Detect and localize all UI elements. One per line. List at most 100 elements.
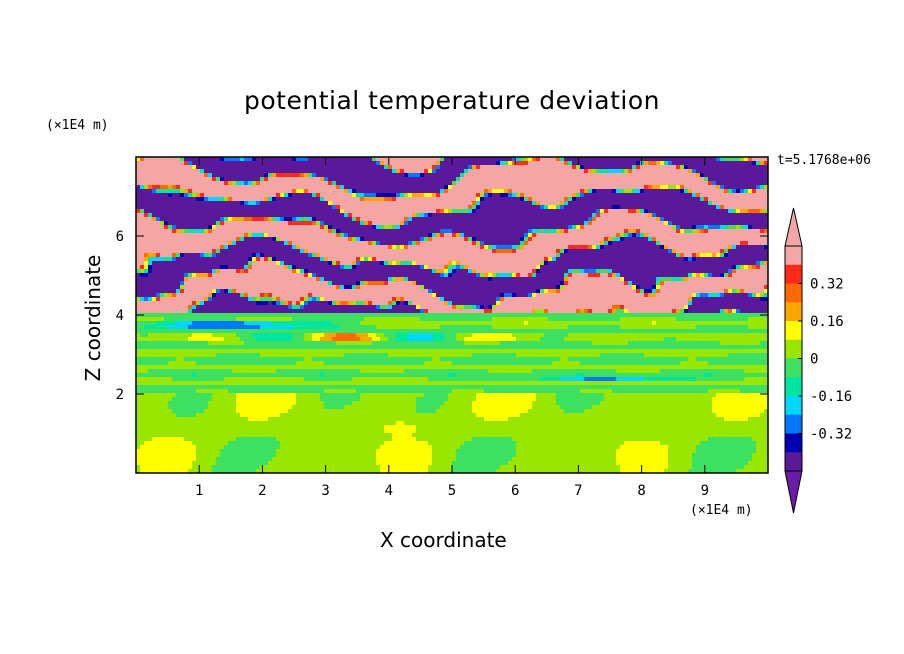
field-cell (492, 189, 497, 194)
field-cell (480, 173, 485, 178)
field-cell (200, 257, 205, 262)
field-cell (700, 241, 705, 246)
field-cell (152, 185, 157, 190)
field-cell (180, 181, 185, 186)
field-cell (208, 237, 213, 242)
field-cell (612, 277, 617, 282)
field-cell (180, 169, 185, 174)
field-cell (728, 241, 733, 246)
field-cell (592, 169, 597, 174)
field-cell (536, 217, 541, 222)
field-cell (596, 217, 601, 222)
field-cell (240, 229, 245, 234)
field-cell (568, 161, 573, 166)
field-cell (296, 193, 301, 198)
field-cell (244, 197, 249, 202)
field-cell (428, 185, 433, 190)
field-cell (664, 217, 669, 222)
field-cell (660, 225, 665, 230)
field-cell (548, 169, 553, 174)
field-cell (244, 261, 249, 266)
field-cell (668, 181, 673, 186)
field-cell (228, 157, 233, 162)
field-cell (208, 241, 213, 246)
field-cell (196, 233, 201, 238)
field-cell (636, 265, 641, 270)
field-cell (524, 233, 529, 238)
field-cell (436, 233, 441, 238)
field-cell (688, 189, 693, 194)
field-cell (216, 165, 221, 170)
field-cell (656, 205, 661, 210)
field-cell (296, 185, 301, 190)
field-cell (396, 257, 401, 262)
field-cell (188, 209, 193, 214)
field-cell (652, 217, 657, 222)
field-cell (364, 245, 369, 250)
field-cell (700, 185, 705, 190)
field-cell (424, 169, 429, 174)
field-cell (604, 197, 609, 202)
field-cell (164, 261, 169, 266)
field-cell (460, 185, 465, 190)
field-cell (636, 277, 641, 282)
field-cell (280, 157, 285, 162)
field-cell (628, 157, 633, 162)
field-cell (356, 197, 361, 202)
field-cell (384, 201, 389, 206)
field-cell (736, 213, 741, 218)
field-cell (444, 169, 449, 174)
field-cell (752, 241, 757, 246)
field-cell (688, 169, 693, 174)
field-cell (456, 209, 461, 214)
field-cell (624, 233, 629, 238)
field-cell (380, 229, 385, 234)
field-cell (188, 205, 193, 210)
field-cell (692, 273, 697, 278)
field-cell (144, 229, 149, 234)
field-cell (660, 209, 665, 214)
field-cell (560, 245, 565, 250)
field-cell (256, 197, 261, 202)
field-cell (376, 249, 381, 254)
field-cell (272, 277, 277, 282)
field-cell (156, 213, 161, 218)
field-cell (452, 193, 457, 198)
field-cell (176, 209, 181, 214)
field-cell (176, 201, 181, 206)
field-cell (420, 265, 425, 270)
field-cell (164, 221, 169, 226)
field-cell (696, 261, 701, 266)
field-cell (552, 177, 557, 182)
field-cell (236, 201, 241, 206)
field-cell (248, 213, 253, 218)
field-cell (472, 249, 477, 254)
field-cell (392, 201, 397, 206)
field-cell (408, 241, 413, 246)
field-cell (416, 165, 421, 170)
field-cell (616, 189, 621, 194)
field-cell (608, 181, 613, 186)
field-cell (620, 173, 625, 178)
field-cell (572, 273, 577, 278)
field-cell (212, 165, 217, 170)
field-cell (624, 181, 629, 186)
field-cell (556, 193, 561, 198)
field-cell (588, 197, 593, 202)
field-cell (532, 229, 537, 234)
field-cell (268, 237, 273, 242)
field-cell (468, 249, 473, 254)
field-cell (556, 197, 561, 202)
field-cell (648, 165, 653, 170)
field-cell (452, 169, 457, 174)
field-cell (252, 281, 257, 286)
field-cell (304, 269, 309, 274)
field-cell (144, 173, 149, 178)
field-cell (276, 245, 281, 250)
field-cell (584, 193, 589, 198)
field-cell (176, 261, 181, 266)
field-cell (456, 253, 461, 258)
field-cell (296, 169, 301, 174)
field-cell (612, 177, 617, 182)
field-cell (448, 265, 453, 270)
